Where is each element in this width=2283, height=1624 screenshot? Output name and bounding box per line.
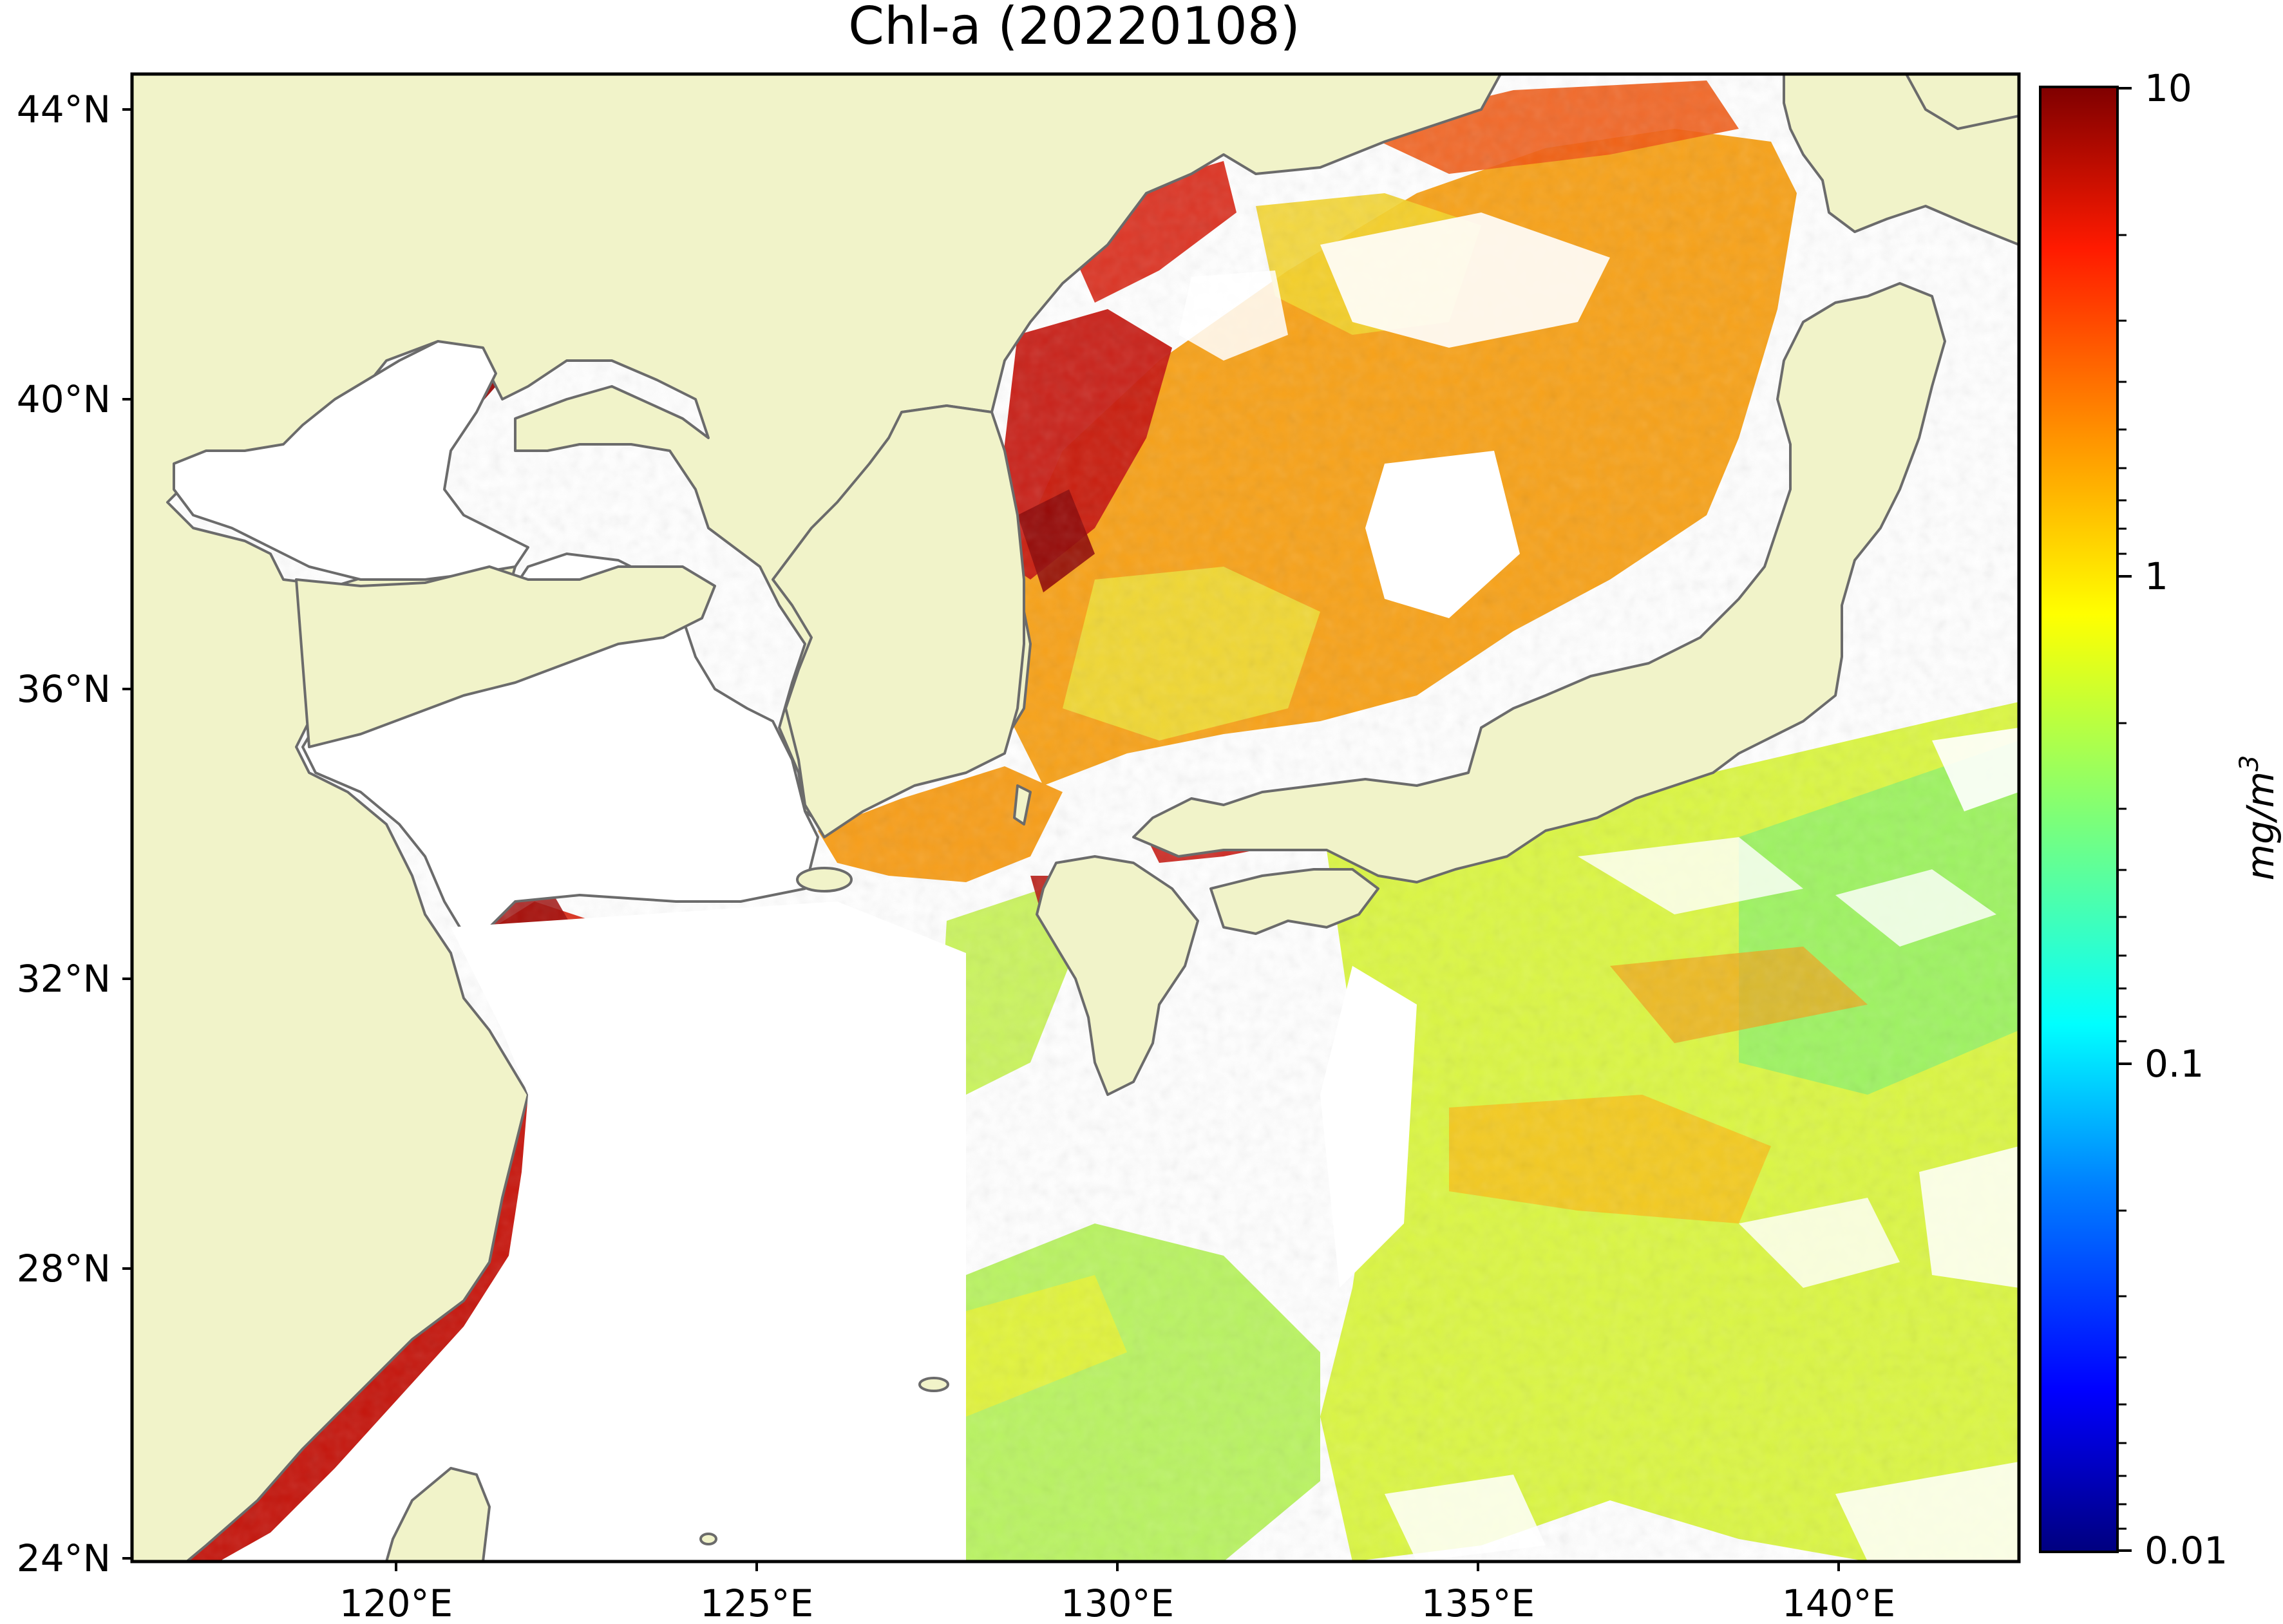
land-tsushima (1013, 784, 1032, 826)
east-china-sea (219, 902, 966, 1562)
lat-tick-label: 32°N (17, 957, 111, 1001)
bohai-sea (173, 340, 529, 581)
lat-tick-label: 24°N (17, 1536, 111, 1580)
land-kyushu (1036, 855, 1199, 1096)
lon-axis: 120°E 125°E 130°E 135°E 140°E (339, 1562, 1895, 1624)
land-shandong (295, 565, 716, 748)
land-taiwan (385, 1467, 491, 1562)
land-korea (772, 404, 1025, 838)
colorbar-unit-label: mg/m3 (2235, 755, 2282, 881)
lat-tick-label: 44°N (17, 88, 111, 131)
colorbar: 10 1 0.1 0.01 mg/m3 (2039, 66, 2282, 1572)
colorbar-tick-label: 1 (2145, 554, 2168, 598)
land-island-2 (699, 1533, 717, 1545)
map-frame (130, 72, 2021, 1563)
lon-tick-label: 140°E (1782, 1582, 1895, 1624)
unit-exponent: 3 (2235, 755, 2264, 771)
lon-tick-label: 130°E (1061, 1582, 1174, 1624)
map-title: Chl-a (20220108) (848, 0, 1300, 56)
lon-tick-label: 120°E (339, 1582, 453, 1624)
land-jeju (796, 867, 853, 892)
land-honshu (1132, 282, 1946, 883)
lat-tick-label: 28°N (17, 1247, 111, 1290)
colorbar-gradient (2039, 86, 2119, 1553)
lat-tick-label: 36°N (17, 667, 111, 711)
colorbar-tick-label: 10 (2145, 66, 2192, 110)
colorbar-tick-label: 0.01 (2145, 1529, 2228, 1572)
lon-tick-label: 135°E (1421, 1582, 1535, 1624)
unit-base: mg/m (2239, 771, 2282, 880)
map-panel (132, 74, 2019, 1562)
cloud-gaps (1179, 212, 2019, 1562)
land-island-1 (918, 1377, 949, 1392)
lat-tick-label: 40°N (17, 377, 111, 421)
land (132, 74, 2019, 1562)
lat-axis: 44°N 40°N 36°N 32°N 28°N 24°N (17, 88, 132, 1580)
land-sakhalin (1905, 74, 2019, 130)
land-shikoku (1209, 868, 1379, 935)
lon-tick-label: 125°E (700, 1582, 813, 1624)
colorbar-tick-label: 0.1 (2145, 1042, 2204, 1086)
